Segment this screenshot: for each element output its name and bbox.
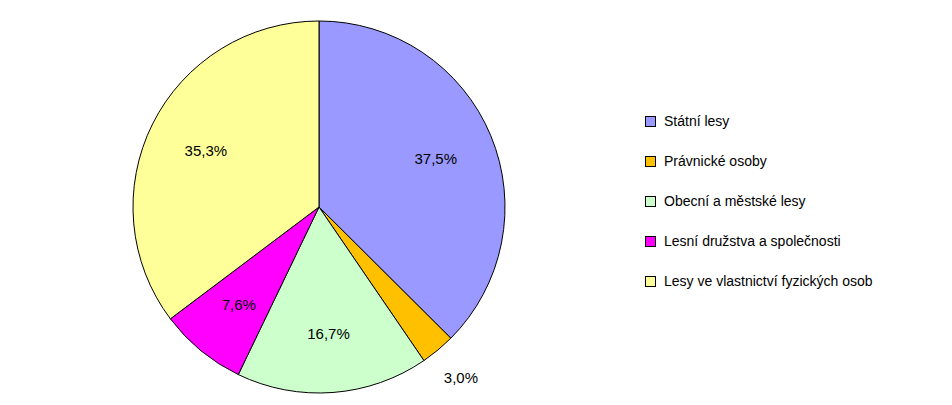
svg-text:7,6%: 7,6% xyxy=(222,296,256,313)
svg-text:3,0%: 3,0% xyxy=(444,369,478,386)
html-text:Lesní družstva a společnosti: Lesní družstva a společnosti xyxy=(664,233,841,249)
html-text:Lesy ve vlastnictví fyzických: Lesy ve vlastnictví fyzických osob xyxy=(664,273,873,289)
html-text:Obecní a městské lesy: Obecní a městské lesy xyxy=(664,193,806,209)
svg-text:35,3%: 35,3% xyxy=(185,142,228,159)
svg-text:16,7%: 16,7% xyxy=(307,325,350,342)
svg-text:37,5%: 37,5% xyxy=(415,150,458,167)
html-text:Státní lesy: Státní lesy xyxy=(664,113,730,129)
html-text:Právnické osoby: Právnické osoby xyxy=(664,153,767,169)
